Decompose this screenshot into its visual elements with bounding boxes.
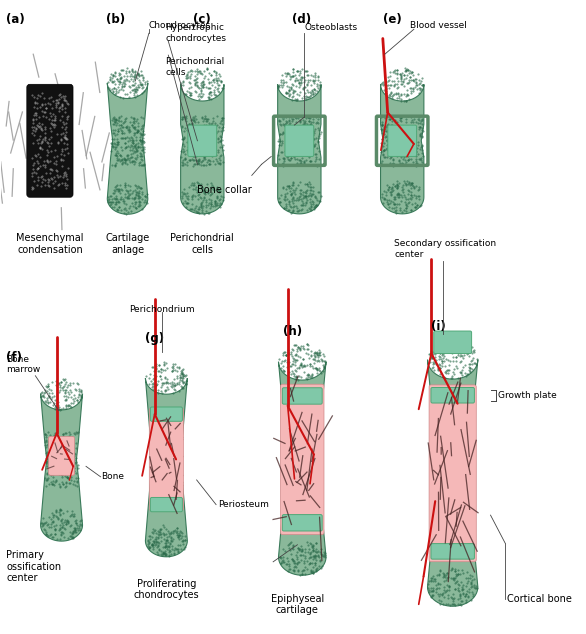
Text: (g): (g)	[145, 332, 164, 345]
Text: Periosteum: Periosteum	[218, 500, 269, 509]
Text: Cortical bone: Cortical bone	[507, 594, 572, 604]
FancyBboxPatch shape	[281, 384, 324, 534]
PathPatch shape	[145, 378, 188, 557]
Text: Bone
marrow: Bone marrow	[6, 355, 40, 374]
FancyBboxPatch shape	[151, 407, 182, 421]
Text: (h): (h)	[283, 325, 302, 338]
Text: Bone collar: Bone collar	[197, 185, 252, 195]
FancyBboxPatch shape	[149, 408, 183, 511]
Text: Mesenchymal
condensation: Mesenchymal condensation	[16, 233, 84, 255]
PathPatch shape	[180, 84, 224, 214]
Text: Blood vessel: Blood vessel	[410, 22, 467, 30]
FancyBboxPatch shape	[285, 125, 314, 157]
Text: (e): (e)	[383, 13, 401, 27]
FancyBboxPatch shape	[429, 385, 476, 562]
PathPatch shape	[40, 394, 83, 541]
Text: Perichondrium: Perichondrium	[129, 305, 195, 314]
FancyBboxPatch shape	[434, 331, 472, 354]
PathPatch shape	[428, 359, 478, 606]
FancyBboxPatch shape	[49, 436, 74, 476]
FancyBboxPatch shape	[431, 543, 475, 559]
Text: (b): (b)	[106, 13, 125, 27]
PathPatch shape	[107, 83, 148, 214]
Text: (c): (c)	[193, 13, 210, 27]
Text: (d): (d)	[292, 13, 311, 27]
Text: Epiphyseal
cartilage: Epiphyseal cartilage	[271, 593, 324, 615]
FancyBboxPatch shape	[431, 387, 475, 403]
Text: Primary
ossification
center: Primary ossification center	[6, 550, 62, 583]
Text: Growth plate: Growth plate	[498, 391, 557, 400]
Text: Bone: Bone	[101, 472, 125, 481]
FancyBboxPatch shape	[188, 125, 217, 157]
Text: Proliferating
chondrocytes: Proliferating chondrocytes	[134, 579, 199, 600]
FancyBboxPatch shape	[388, 125, 417, 157]
FancyBboxPatch shape	[282, 515, 322, 531]
Text: Hypertrophic
chondrocytes: Hypertrophic chondrocytes	[165, 23, 226, 42]
Text: (f): (f)	[6, 351, 22, 365]
Text: Perichondrial
cells: Perichondrial cells	[171, 233, 234, 255]
FancyBboxPatch shape	[27, 84, 73, 197]
Text: Cartilage
anlage: Cartilage anlage	[105, 233, 149, 255]
FancyBboxPatch shape	[282, 388, 322, 404]
Text: Osteoblasts: Osteoblasts	[304, 23, 357, 32]
Text: Perichondrial
cells: Perichondrial cells	[165, 57, 224, 77]
PathPatch shape	[380, 84, 424, 214]
Text: Chondrocytes: Chondrocytes	[149, 22, 211, 30]
PathPatch shape	[278, 84, 321, 214]
Text: (a): (a)	[6, 13, 25, 27]
PathPatch shape	[278, 362, 326, 575]
Text: (i): (i)	[431, 320, 446, 333]
Text: Secondary ossification
center: Secondary ossification center	[394, 239, 496, 259]
FancyBboxPatch shape	[151, 498, 182, 512]
